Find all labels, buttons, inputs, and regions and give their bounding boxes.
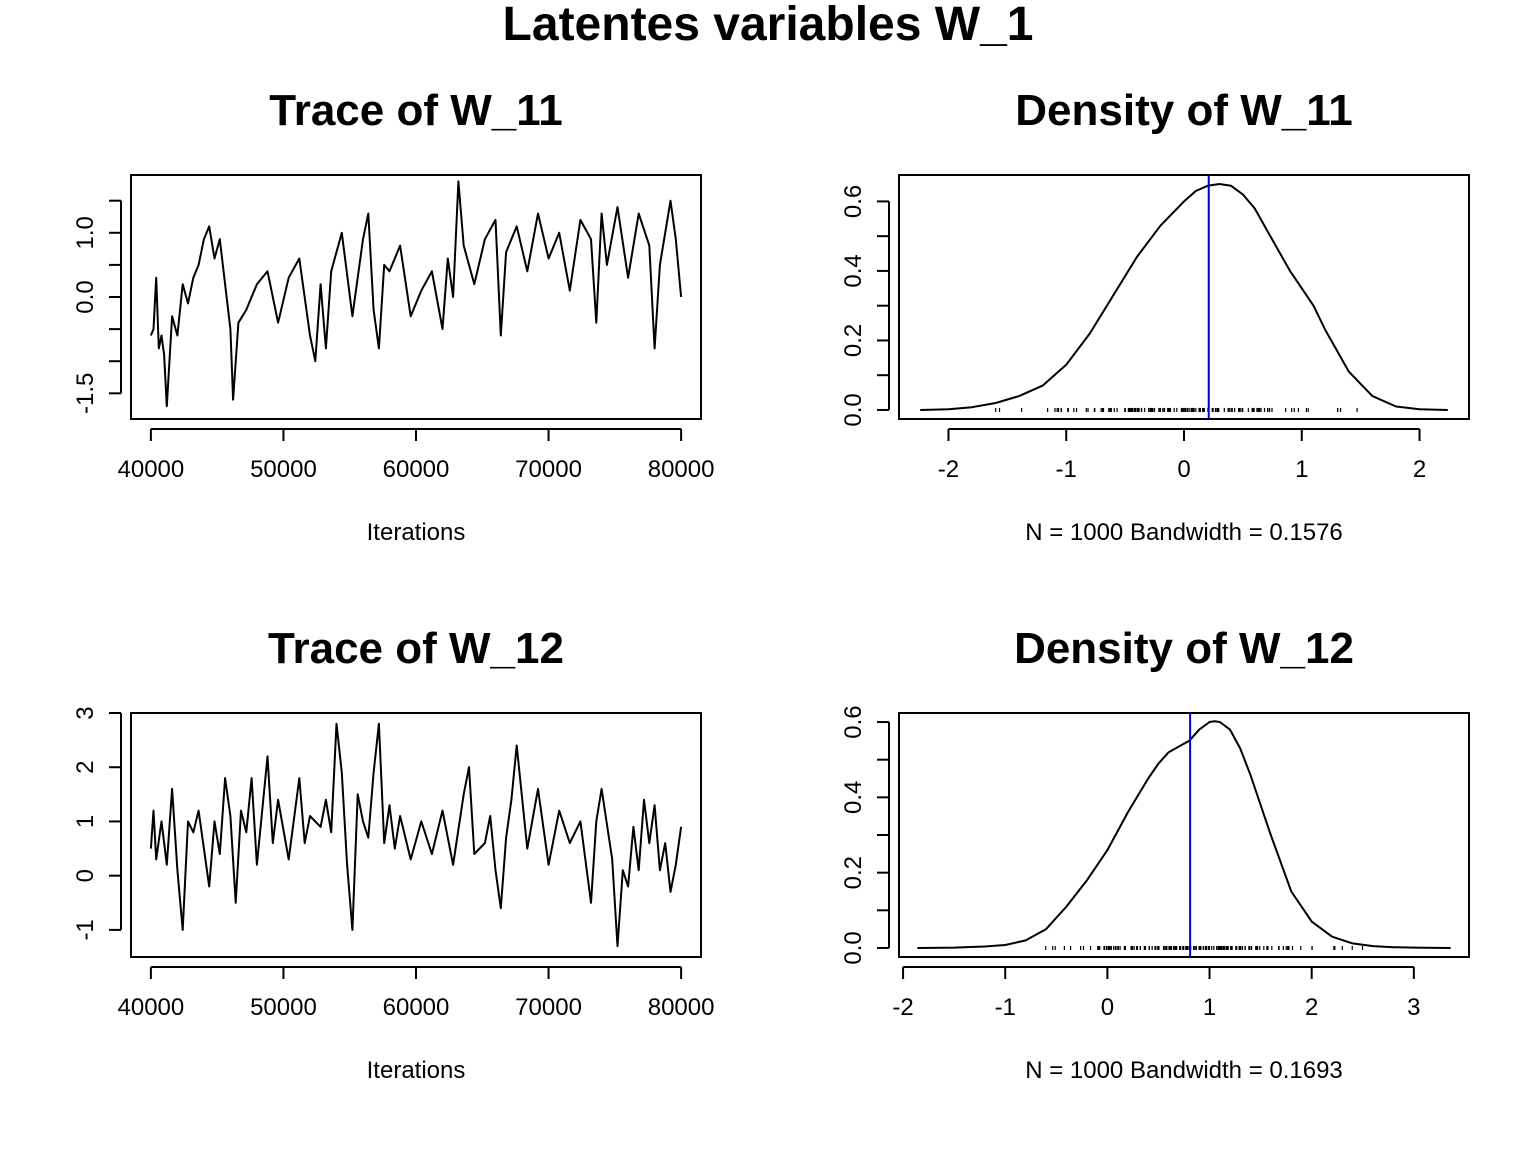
- y-tick-label: 0.4: [840, 254, 867, 287]
- y-tick-label: 0.4: [840, 781, 867, 814]
- y-tick-label: 0.0: [840, 931, 867, 964]
- x-tick-label: 70000: [515, 994, 582, 1021]
- y-tick-label: 0.6: [840, 705, 867, 738]
- x-tick-label: -2: [938, 456, 959, 483]
- y-tick-label: 1.0: [72, 216, 99, 249]
- panel-title: Density of W_12: [1014, 624, 1354, 673]
- x-tick-label: 40000: [118, 456, 185, 483]
- plot-frame: [898, 174, 1470, 420]
- x-tick-label: -2: [892, 994, 913, 1021]
- x-tick-label: 40000: [118, 994, 185, 1021]
- density-curve: [917, 720, 1451, 949]
- x-tick-label: 60000: [383, 994, 450, 1021]
- plot-frame: [130, 712, 702, 958]
- y-tick-label: 0: [72, 869, 99, 882]
- x-tick-label: 80000: [648, 456, 715, 483]
- panel-title: Density of W_11: [1015, 86, 1352, 135]
- x-tick-label: 50000: [250, 456, 317, 483]
- x-tick-label: -1: [1056, 456, 1077, 483]
- x-tick-label: 70000: [515, 456, 582, 483]
- figure-title: Latentes variables W_1: [503, 0, 1034, 51]
- trace-line: [149, 722, 683, 948]
- y-tick-label: -1: [72, 919, 99, 940]
- plot-frame: [898, 712, 1470, 958]
- x-tick-label: 2: [1305, 994, 1318, 1021]
- x-tick-label: 1: [1295, 456, 1308, 483]
- y-tick-label: 2: [72, 761, 99, 774]
- x-tick-label: 1: [1203, 994, 1216, 1021]
- panel-title: Trace of W_12: [268, 624, 564, 673]
- y-tick-label: 1: [72, 815, 99, 828]
- x-tick-label: 80000: [648, 994, 715, 1021]
- y-tick-label: 0.2: [840, 324, 867, 357]
- density-panel-w12: Density of W_12 -2 -1 0 1 2 3 0.0 0.2 0.4 0.6 N = 1…: [840, 624, 1470, 1084]
- trace-panel-w11: Trace of W_11 40000 50000 60000 70000 80000 -1…: [72, 86, 714, 546]
- x-tick-label: 2: [1413, 456, 1426, 483]
- x-tick-label: 3: [1407, 994, 1420, 1021]
- y-tick-label: -1.5: [72, 373, 99, 414]
- y-tick-label: 0.0: [72, 280, 99, 313]
- x-tick-label: 60000: [383, 456, 450, 483]
- panel-title: Trace of W_11: [269, 86, 562, 135]
- y-tick-label: 3: [72, 706, 99, 719]
- x-tick-label: -1: [995, 994, 1016, 1021]
- rug-marks: [995, 407, 1358, 412]
- y-tick-label: 0.6: [840, 185, 867, 218]
- x-axis-label: N = 1000 Bandwidth = 0.1576: [1025, 519, 1343, 546]
- x-tick-label: 0: [1101, 994, 1114, 1021]
- trace-panel-w12: Trace of W_12 40000 50000 60000 70000 80000 -1…: [72, 624, 714, 1084]
- x-tick-label: 0: [1177, 456, 1190, 483]
- x-axis-label: N = 1000 Bandwidth = 0.1693: [1025, 1057, 1343, 1084]
- plot-frame: [130, 174, 702, 420]
- trace-line: [149, 180, 683, 408]
- y-tick-label: 0.2: [840, 856, 867, 889]
- density-panel-w11: Density of W_11 -2 -1 0 1 2 0.0 0.2 0.4 0.6 N = 10…: [840, 86, 1470, 546]
- x-axis-label: Iterations: [367, 519, 466, 546]
- rug-marks: [1045, 945, 1364, 950]
- density-curve: [920, 183, 1448, 411]
- x-tick-label: 50000: [250, 994, 317, 1021]
- y-tick-label: 0.0: [840, 393, 867, 426]
- x-axis-label: Iterations: [367, 1057, 466, 1084]
